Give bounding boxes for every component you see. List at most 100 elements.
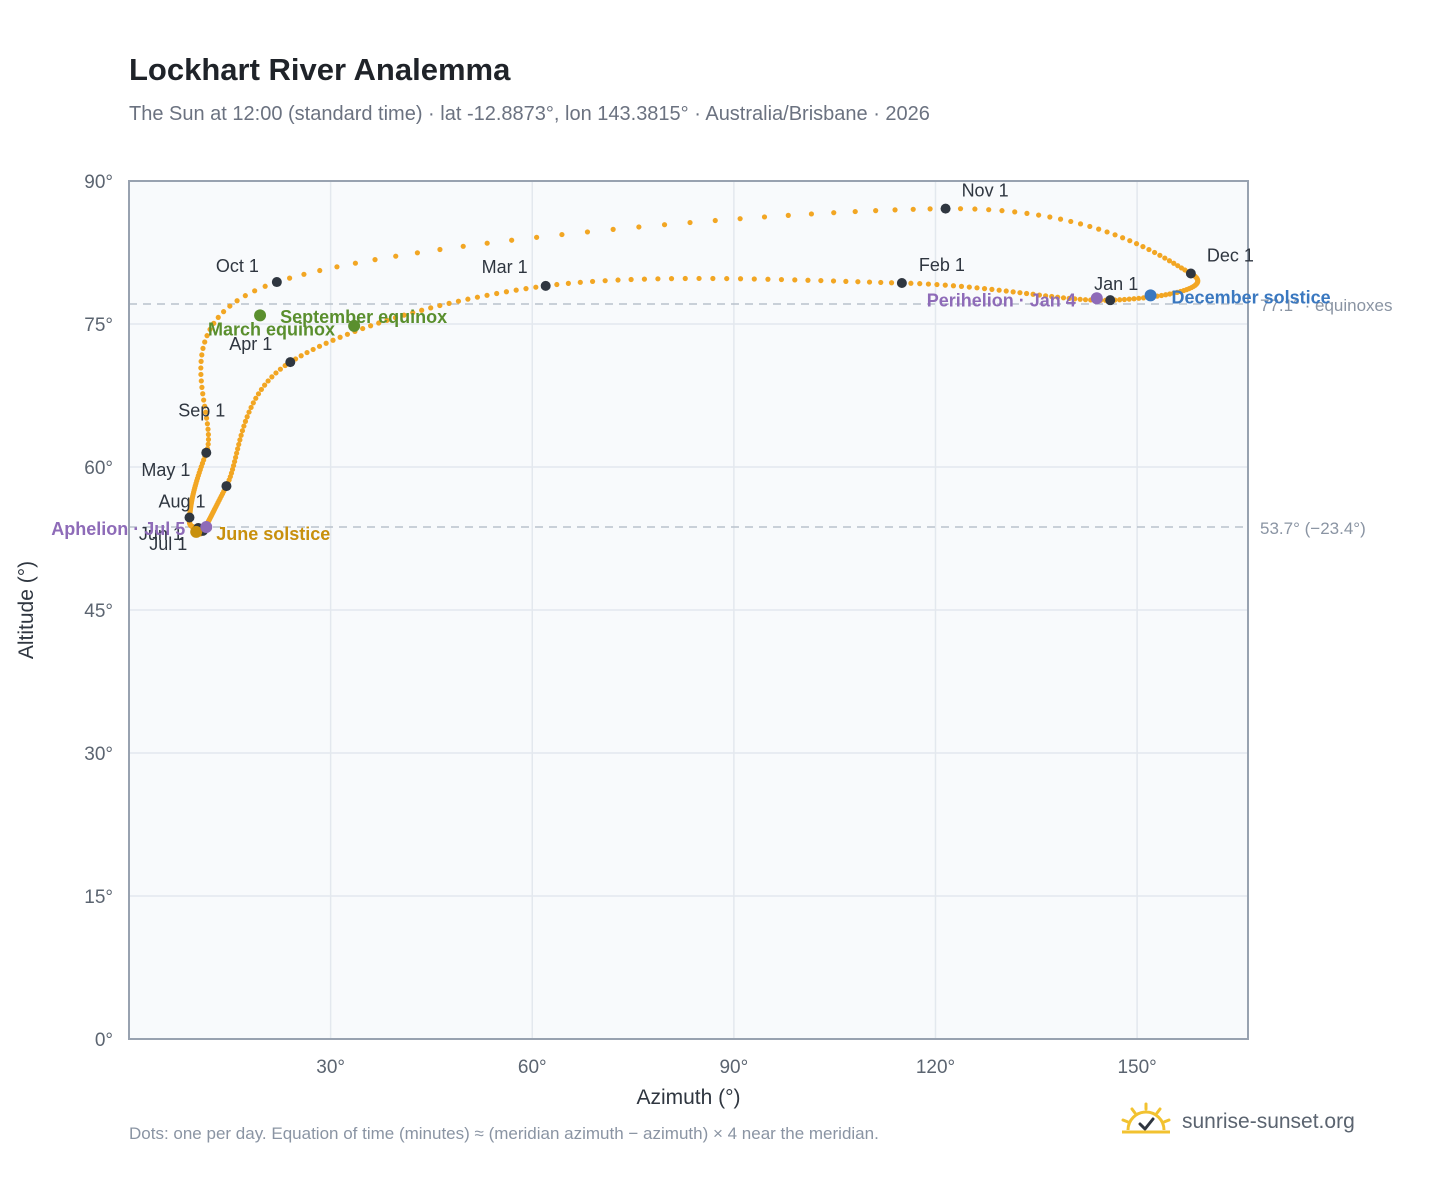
day-dot (986, 207, 992, 213)
y-tick-label: 15° (84, 887, 113, 908)
day-dot (878, 279, 884, 286)
month-label: Feb 1 (919, 255, 965, 275)
day-dot (1112, 232, 1118, 238)
day-dot (287, 275, 293, 281)
day-dot (610, 226, 616, 232)
day-dot (203, 409, 209, 415)
month-label: Nov 1 (962, 181, 1009, 201)
footnote: Dots: one per day. Equation of time (min… (129, 1124, 879, 1143)
day-dot (255, 391, 262, 397)
day-dot (246, 409, 252, 415)
day-dot (215, 314, 221, 321)
day-dot (198, 378, 204, 384)
day-dot (778, 276, 785, 283)
x-tick-label: 30° (316, 1057, 345, 1078)
day-dot (958, 283, 965, 289)
day-dot (207, 326, 213, 333)
month-marker (184, 512, 195, 523)
day-dot (1055, 294, 1061, 300)
day-dot (565, 280, 571, 286)
month-marker (221, 481, 232, 492)
day-dot (372, 257, 378, 263)
day-dot (1127, 238, 1133, 244)
day-dot (1162, 255, 1168, 261)
month-label: Jun 1 (139, 524, 183, 544)
day-dot (1133, 241, 1140, 247)
grid (129, 181, 1248, 1039)
day-dot (989, 286, 995, 292)
x-tick-label: 150° (1117, 1057, 1156, 1078)
day-dot (205, 431, 211, 438)
day-dot (1120, 235, 1126, 241)
day-dot (437, 302, 443, 309)
brand[interactable]: sunrise-sunset.org (1120, 1102, 1355, 1142)
day-dot (974, 285, 980, 291)
day-dot (1024, 210, 1030, 216)
day-dot (1060, 295, 1067, 301)
day-dot (641, 276, 648, 282)
month-label: Apr 1 (229, 334, 272, 354)
day-dot (199, 384, 205, 390)
day-dot (198, 371, 204, 378)
day-dot (682, 275, 688, 282)
day-dot (236, 441, 242, 448)
day-dot (999, 208, 1005, 214)
y-tick-label: 90° (84, 172, 113, 193)
day-dot (1023, 290, 1030, 297)
day-dot (455, 298, 462, 304)
day-dot (712, 217, 718, 224)
day-dot (410, 310, 416, 316)
day-dot (892, 207, 898, 213)
day-dot (724, 275, 730, 282)
day-dot (494, 290, 500, 297)
day-dot (231, 458, 238, 465)
day-dot (258, 386, 265, 393)
day-dot (1157, 252, 1163, 258)
day-dot (1057, 216, 1064, 222)
day-dot (237, 437, 243, 443)
day-dot (655, 276, 661, 282)
day-dot (323, 340, 329, 346)
day-dot (203, 415, 210, 421)
day-dot (248, 404, 254, 411)
day-dot (554, 281, 560, 288)
y-axis-label: Altitude (°) (15, 561, 38, 659)
day-dot (1072, 296, 1078, 302)
day-dot (1117, 297, 1123, 303)
day-dot (513, 287, 519, 293)
day-dot (239, 428, 246, 434)
day-dot (668, 276, 675, 282)
day-dot (344, 331, 351, 337)
day-dot (474, 294, 481, 300)
day-dot (242, 293, 248, 299)
month-label: Oct 1 (216, 256, 259, 276)
day-dot (751, 276, 757, 282)
day-dot (908, 280, 914, 286)
day-dot (242, 418, 249, 425)
y-tick-label: 75° (84, 315, 113, 336)
day-dot (533, 284, 539, 290)
day-dot (484, 240, 490, 246)
month-label: May 1 (141, 460, 190, 480)
day-dot (934, 281, 940, 288)
day-dot (1151, 249, 1158, 256)
day-dot (211, 320, 217, 326)
day-dot (966, 284, 972, 290)
day-dot (1082, 297, 1089, 303)
special-point-label: Aphelion · Jul 5 (51, 519, 185, 539)
day-dot (1136, 295, 1142, 301)
reference-line-label: 53.7° (−23.4°) (1260, 519, 1366, 538)
day-dot (273, 370, 279, 376)
day-dot (957, 206, 964, 212)
day-dot (198, 358, 204, 364)
month-marker (1105, 295, 1116, 306)
chart-title: Lockhart River Analemma (129, 52, 511, 87)
special-point-label: Perihelion · Jan 4 (927, 290, 1076, 310)
day-dot (710, 275, 716, 282)
day-dot (972, 206, 978, 212)
plot-frame (128, 180, 1249, 1040)
day-dot (1146, 246, 1152, 253)
day-dot (1104, 229, 1110, 235)
day-dot (241, 423, 247, 429)
